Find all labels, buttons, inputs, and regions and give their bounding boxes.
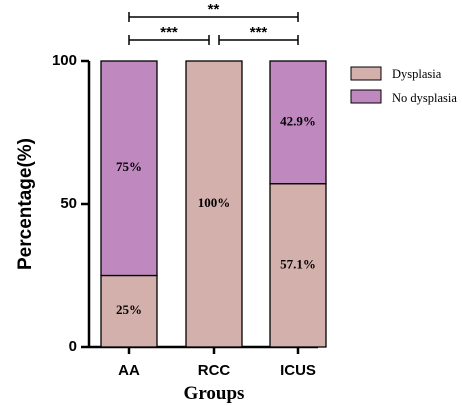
data-label: 42.9%: [280, 113, 316, 128]
data-label: 75%: [116, 159, 142, 174]
significance-label: **: [208, 1, 220, 18]
data-label: 100%: [198, 195, 231, 210]
significance-brackets: ***** ***: [128, 1, 299, 45]
significance-bracket: ***: [218, 24, 299, 45]
y-ticks: 0 50 100: [52, 52, 89, 355]
bar-labels: 25% 75% 100% 57.1% 42.9%: [116, 113, 316, 317]
x-tick-label: ICUS: [280, 362, 316, 379]
x-ticks: AA RCC ICUS: [118, 347, 316, 379]
bar-aa-dysplasia: [100, 274, 158, 348]
y-axis-title: Percentage(%): [15, 138, 36, 270]
legend-label-no-dysplasia: No dysplasia: [392, 91, 457, 105]
y-tick-label: 0: [69, 338, 77, 355]
significance-label: ***: [160, 24, 178, 41]
significance-bracket: **: [128, 1, 299, 22]
data-label: 57.1%: [280, 256, 316, 271]
legend-label-dysplasia: Dysplasia: [392, 67, 442, 81]
x-axis-title: Groups: [184, 383, 245, 404]
bars: [100, 60, 327, 348]
legend: Dysplasia No dysplasia: [350, 66, 457, 105]
bar-aa-no-dysplasia: [100, 60, 158, 277]
bar-rcc-dysplasia: [185, 60, 243, 348]
legend-swatch-no-dysplasia: [350, 89, 382, 104]
x-tick-label: RCC: [198, 362, 231, 379]
significance-bracket: ***: [128, 24, 210, 45]
bar-icus-no-dysplasia: [269, 60, 327, 185]
legend-swatch-dysplasia: [350, 66, 382, 81]
data-label: 25%: [116, 302, 142, 317]
y-tick-label: 100: [52, 52, 77, 69]
x-tick-label: AA: [118, 362, 140, 379]
significance-label: ***: [250, 24, 268, 41]
y-tick-label: 50: [60, 195, 77, 212]
